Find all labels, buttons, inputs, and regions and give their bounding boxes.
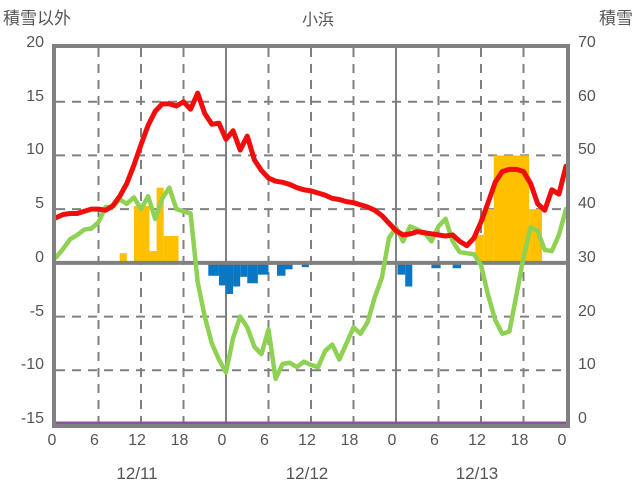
x-tick-label: 0	[47, 432, 57, 449]
right-tick-label: 30	[578, 248, 596, 266]
right-tick-label: 50	[578, 141, 596, 159]
left-tick-label: 15	[26, 87, 44, 105]
left-axis-caption: 積雪以外	[3, 9, 71, 28]
x-tick-label: 6	[430, 432, 439, 449]
left-tick-label: 10	[26, 141, 44, 159]
x-tick-label: 18	[170, 432, 189, 449]
left-tick-label: -10	[20, 356, 44, 374]
x-tick-label: 18	[340, 432, 359, 449]
day-label: 12/12	[285, 464, 329, 483]
left-tick-label: -5	[29, 302, 44, 320]
x-tick-label: 0	[217, 432, 227, 449]
blue-bars	[208, 262, 462, 295]
series-lines	[56, 90, 566, 424]
right-tick-label: 10	[578, 356, 596, 374]
page-title: 小浜	[301, 12, 334, 29]
right-tick-label: 70	[578, 34, 596, 51]
x-tick-label: 18	[510, 432, 529, 449]
left-tick-label: -15	[20, 410, 44, 427]
day-label: 12/11	[116, 464, 158, 483]
x-tick-label: 12	[298, 432, 316, 449]
x-tick-label: 0	[387, 432, 397, 449]
left-tick-label: 5	[35, 195, 44, 213]
left-tick-label: 20	[26, 34, 44, 51]
left-tick-label: 0	[35, 248, 44, 266]
right-tick-label: 60	[578, 87, 596, 105]
x-tick-label: 12	[128, 432, 146, 449]
x-tick-label: 6	[260, 432, 269, 449]
x-tick-label: 0	[557, 432, 567, 449]
x-tick-label: 6	[90, 432, 99, 449]
right-tick-label: 0	[578, 410, 587, 427]
plot-svg	[56, 48, 566, 424]
right-tick-label: 20	[578, 302, 596, 320]
right-axis-caption: 積雪	[599, 9, 633, 28]
x-tick-label: 12	[468, 432, 486, 449]
day-label: 12/13	[455, 464, 499, 483]
plot-area	[52, 44, 570, 428]
right-tick-label: 40	[578, 195, 596, 213]
